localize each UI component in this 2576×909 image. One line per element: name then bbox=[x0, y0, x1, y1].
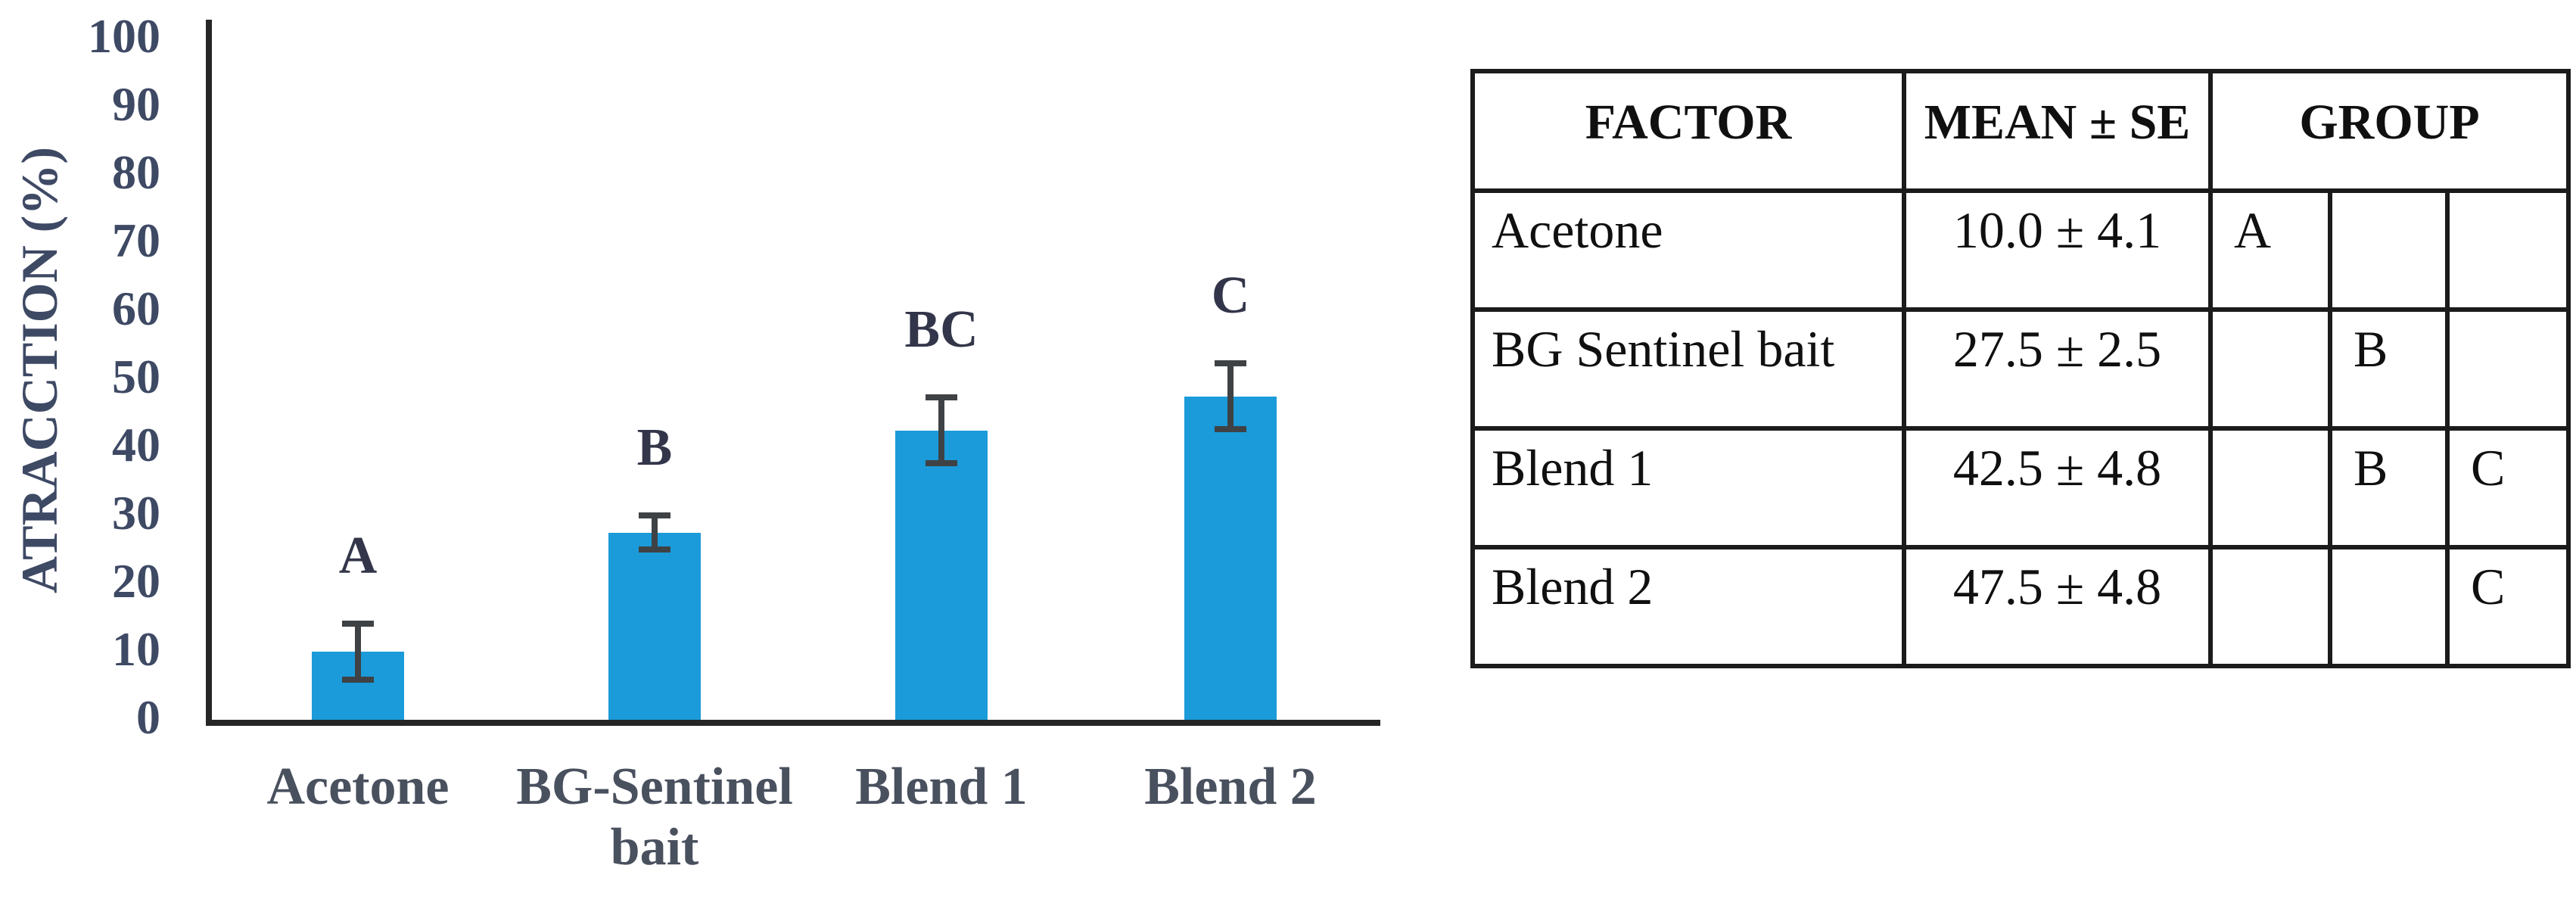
group-cell: C bbox=[2445, 545, 2571, 668]
mean-se-cell: 10.0 ± 4.1 bbox=[1902, 188, 2213, 312]
group-cell bbox=[2445, 307, 2571, 431]
y-tick-label: 10 bbox=[112, 621, 160, 676]
group-cell bbox=[2328, 188, 2450, 312]
error-bar-cap-bottom bbox=[926, 459, 957, 466]
error-bar-cap-top bbox=[342, 621, 374, 627]
error-bar-stem bbox=[1227, 363, 1234, 429]
factor-cell: Blend 1 bbox=[1470, 426, 1906, 549]
category-label: Blend 2 bbox=[1144, 758, 1317, 816]
error-bar-stem bbox=[652, 515, 658, 549]
stats-table: FACTOR MEAN ± SE GROUP Acetone 10.0 ± 4.1… bbox=[1470, 69, 2571, 668]
category-label: Blend 1 bbox=[855, 758, 1028, 816]
error-bar-cap-bottom bbox=[639, 546, 670, 553]
bar-significance-letter: A bbox=[338, 527, 378, 586]
bar bbox=[895, 430, 988, 720]
bar-significance-letter: B bbox=[636, 419, 673, 477]
table-row: BG Sentinel bait 27.5 ± 2.5 B bbox=[1470, 307, 2571, 431]
factor-cell: BG Sentinel bait bbox=[1470, 307, 1906, 431]
mean-se-cell: 42.5 ± 4.8 bbox=[1902, 426, 2213, 549]
y-tick-label: 20 bbox=[112, 553, 160, 608]
error-bar-stem bbox=[938, 397, 944, 463]
mean-se-cell: 47.5 ± 4.8 bbox=[1902, 545, 2213, 668]
factor-cell: Acetone bbox=[1470, 188, 1906, 312]
error-bar-cap-top bbox=[639, 512, 670, 518]
bar bbox=[608, 532, 701, 720]
table-row: Blend 1 42.5 ± 4.8 B C bbox=[1470, 426, 2571, 549]
category-label: BG-Sentinel bait bbox=[516, 758, 793, 876]
factor-cell: Blend 2 bbox=[1470, 545, 1906, 668]
y-tick-label: 80 bbox=[112, 145, 160, 199]
group-cell bbox=[2208, 426, 2332, 549]
group-cell bbox=[2445, 188, 2571, 312]
y-tick-label: 70 bbox=[112, 213, 160, 267]
header-factor: FACTOR bbox=[1470, 69, 1906, 193]
y-tick-label: 0 bbox=[136, 690, 160, 744]
bar-significance-letter: C bbox=[1211, 266, 1250, 325]
error-bar-cap-top bbox=[926, 394, 957, 401]
y-tick-label: 90 bbox=[112, 76, 160, 131]
error-bar-cap-bottom bbox=[342, 676, 374, 683]
mean-se-cell: 27.5 ± 2.5 bbox=[1902, 307, 2213, 431]
group-cell bbox=[2208, 307, 2332, 431]
y-tick-label: 50 bbox=[112, 349, 160, 403]
header-mean-se: MEAN ± SE bbox=[1902, 69, 2213, 193]
table-row: Blend 2 47.5 ± 4.8 C bbox=[1470, 545, 2571, 668]
group-cell bbox=[2208, 545, 2332, 668]
bar-significance-letter: BC bbox=[904, 300, 978, 360]
group-cell: B bbox=[2328, 426, 2450, 549]
error-bar-cap-top bbox=[1215, 360, 1246, 367]
error-bar-stem bbox=[355, 624, 361, 680]
table-row: Acetone 10.0 ± 4.1 A bbox=[1470, 188, 2571, 312]
y-tick-label: 100 bbox=[88, 8, 160, 63]
table-header-row: FACTOR MEAN ± SE GROUP bbox=[1470, 69, 2571, 193]
group-cell: A bbox=[2208, 188, 2332, 312]
group-cell: B bbox=[2328, 307, 2450, 431]
group-cell: C bbox=[2445, 426, 2571, 549]
x-axis-line bbox=[206, 720, 1380, 726]
y-tick-label: 40 bbox=[112, 417, 160, 472]
y-axis-line bbox=[206, 20, 212, 726]
error-bar-cap-bottom bbox=[1215, 425, 1246, 432]
bar bbox=[1184, 396, 1277, 720]
y-tick-label: 60 bbox=[112, 281, 160, 335]
y-tick-label: 30 bbox=[112, 485, 160, 540]
header-group: GROUP bbox=[2208, 69, 2571, 193]
group-cell bbox=[2328, 545, 2450, 668]
category-label: Acetone bbox=[266, 758, 450, 816]
